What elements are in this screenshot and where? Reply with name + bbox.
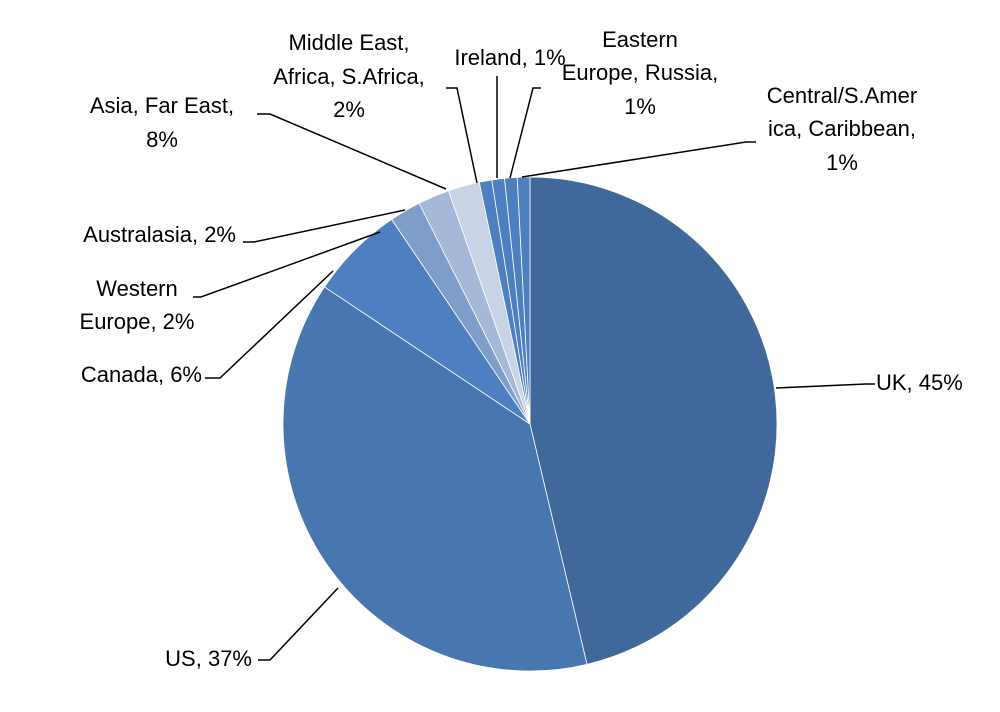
data-label-central-america-line2: ica, Caribbean, — [768, 116, 916, 141]
data-label-western-europe-line1: Western — [96, 276, 178, 301]
data-label-eastern-europe-line1: Eastern — [602, 27, 678, 52]
data-label-us: US, 37% — [165, 646, 252, 671]
leader-line-central-america — [521, 141, 756, 178]
data-label-uk: UK, 45% — [876, 370, 963, 395]
pie-slice-uk — [529, 176, 778, 665]
data-label-middle-east-line3: 2% — [333, 97, 365, 122]
data-label-middle-east-line1: Middle East, — [288, 30, 409, 55]
data-label-middle-east-line2: Africa, S.Africa, — [273, 64, 425, 89]
data-label-western-europe-line2: Europe, 2% — [80, 309, 195, 334]
data-label-australasia: Australasia, 2% — [83, 222, 236, 247]
data-label-central-america-line3: 1% — [826, 150, 858, 175]
leader-line-eastern-europe — [509, 87, 541, 179]
data-label-eastern-europe-line2: Europe, Russia, — [562, 60, 719, 85]
data-label-eastern-europe-line3: 1% — [624, 94, 656, 119]
pie-slices — [282, 176, 778, 672]
data-label-canada: Canada, 6% — [81, 362, 202, 387]
leader-line-uk — [775, 383, 875, 389]
data-label-central-america-line1: Central/S.Amer — [767, 83, 917, 108]
leader-line-us — [258, 587, 339, 661]
data-label-asia-line1: Asia, Far East, — [90, 93, 234, 118]
leader-line-australasia — [243, 209, 406, 243]
leader-line-middle-east — [446, 87, 478, 184]
pie-slice-us — [282, 286, 588, 672]
data-label-ireland: Ireland, 1% — [454, 45, 565, 70]
data-labels: UK, 45% US, 37% Canada, 6% Western Europ… — [80, 27, 963, 671]
leader-line-western-europe — [193, 231, 381, 298]
leader-line-asia — [257, 113, 447, 190]
leader-lines — [193, 76, 875, 661]
data-label-asia-line2: 8% — [146, 127, 178, 152]
leader-line-canada — [205, 270, 334, 379]
